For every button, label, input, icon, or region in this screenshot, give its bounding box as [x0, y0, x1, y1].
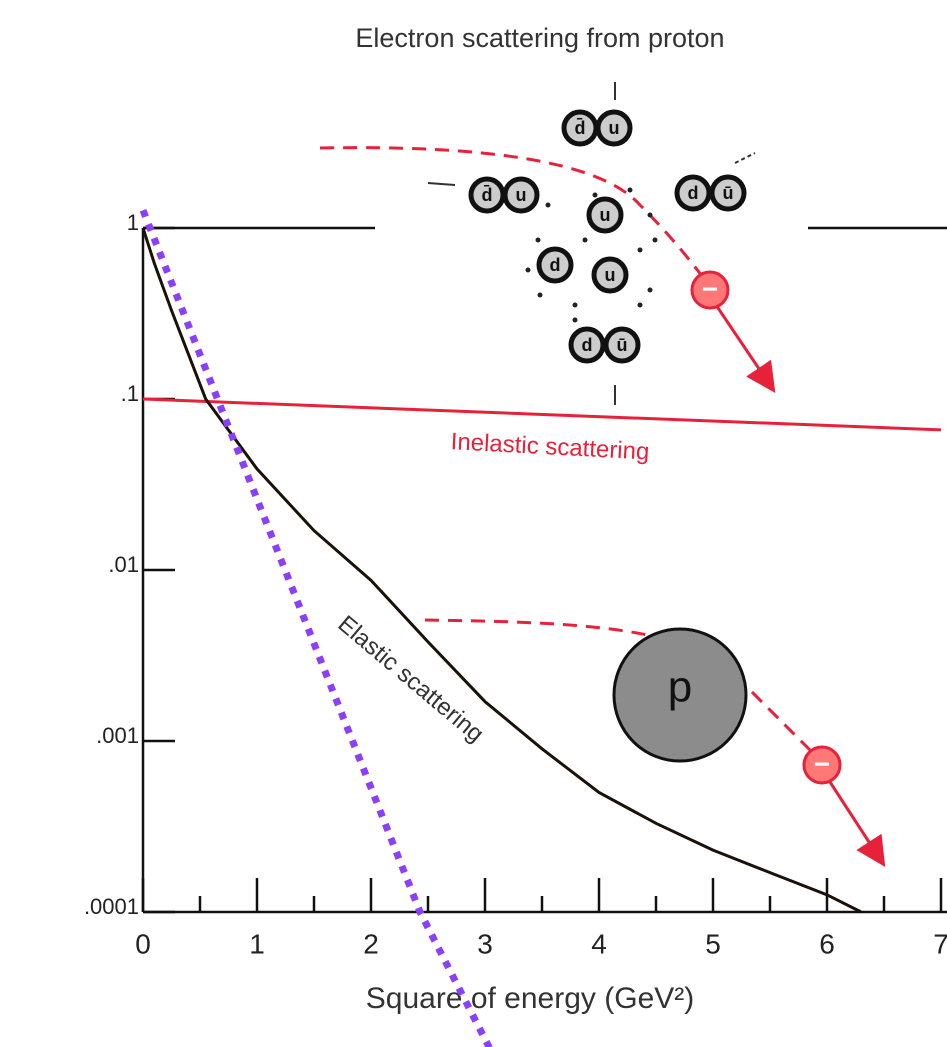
quark-label: ū	[617, 335, 628, 355]
gluon-dot	[572, 317, 578, 323]
x-tick-label: 5	[705, 928, 721, 959]
quark	[568, 326, 606, 364]
electron-label: −	[702, 273, 718, 304]
quark-label: ū	[723, 183, 734, 203]
proton-label: p	[668, 663, 692, 712]
gluon-dot	[647, 212, 653, 218]
y-tick-label: .0001	[84, 894, 139, 919]
series-line	[139, 208, 493, 1047]
quark	[591, 256, 629, 294]
quark	[674, 174, 712, 212]
quark	[603, 326, 641, 364]
quark-label: d̄	[482, 185, 493, 205]
quark-label: d	[550, 255, 561, 275]
gluon-dot	[545, 202, 551, 208]
quark	[536, 246, 574, 284]
gluon-dot	[637, 247, 643, 253]
gluon-dot	[592, 192, 598, 198]
frame	[141, 226, 947, 914]
illustration: d̄ u d̄ u d ū u d u d ū p − −	[319, 82, 886, 868]
electron	[690, 270, 730, 310]
quark	[502, 176, 540, 214]
gluon-dot	[647, 287, 653, 293]
proton	[612, 627, 748, 763]
x-tick-label: 4	[591, 928, 607, 959]
x-tick-label: 6	[819, 928, 835, 959]
quark	[595, 109, 633, 147]
gluon-dot	[652, 237, 658, 243]
electron	[802, 745, 842, 785]
quark	[709, 174, 747, 212]
gluon-dot	[537, 292, 543, 298]
x-tick-label: 1	[249, 928, 265, 959]
electron-label: −	[814, 748, 830, 779]
gluon-dot	[572, 302, 578, 308]
gluon-dot	[637, 302, 643, 308]
x-tick-label: 3	[477, 928, 493, 959]
x-axis-label: Square of energy (GeV²)	[366, 982, 695, 1015]
x-tick-label: 0	[135, 928, 151, 959]
quark	[586, 196, 624, 234]
quark-label: d̄	[575, 118, 586, 138]
y-tick-label: .001	[96, 723, 139, 748]
y-tick-label: 1	[127, 210, 139, 235]
y-tick-label: .1	[121, 381, 139, 406]
gluon-dot	[627, 187, 633, 193]
quark-label: u	[600, 205, 611, 225]
gluon-dot	[535, 237, 541, 243]
quark-label: d	[582, 335, 593, 355]
quark-label: d	[688, 183, 699, 203]
chart-title: Electron scattering from proton	[355, 23, 724, 53]
x-tick-label: 2	[363, 928, 379, 959]
series-line	[141, 227, 862, 914]
gluon-dot	[525, 267, 531, 273]
x-tick-label: 7	[933, 928, 947, 959]
quark-label: u	[605, 265, 616, 285]
series-line	[142, 397, 942, 432]
gluon-dot	[582, 237, 588, 243]
series-label: Inelastic scattering	[450, 428, 650, 465]
quark-label: u	[609, 118, 620, 138]
y-tick-label: .01	[108, 552, 139, 577]
quark-label: u	[516, 185, 527, 205]
